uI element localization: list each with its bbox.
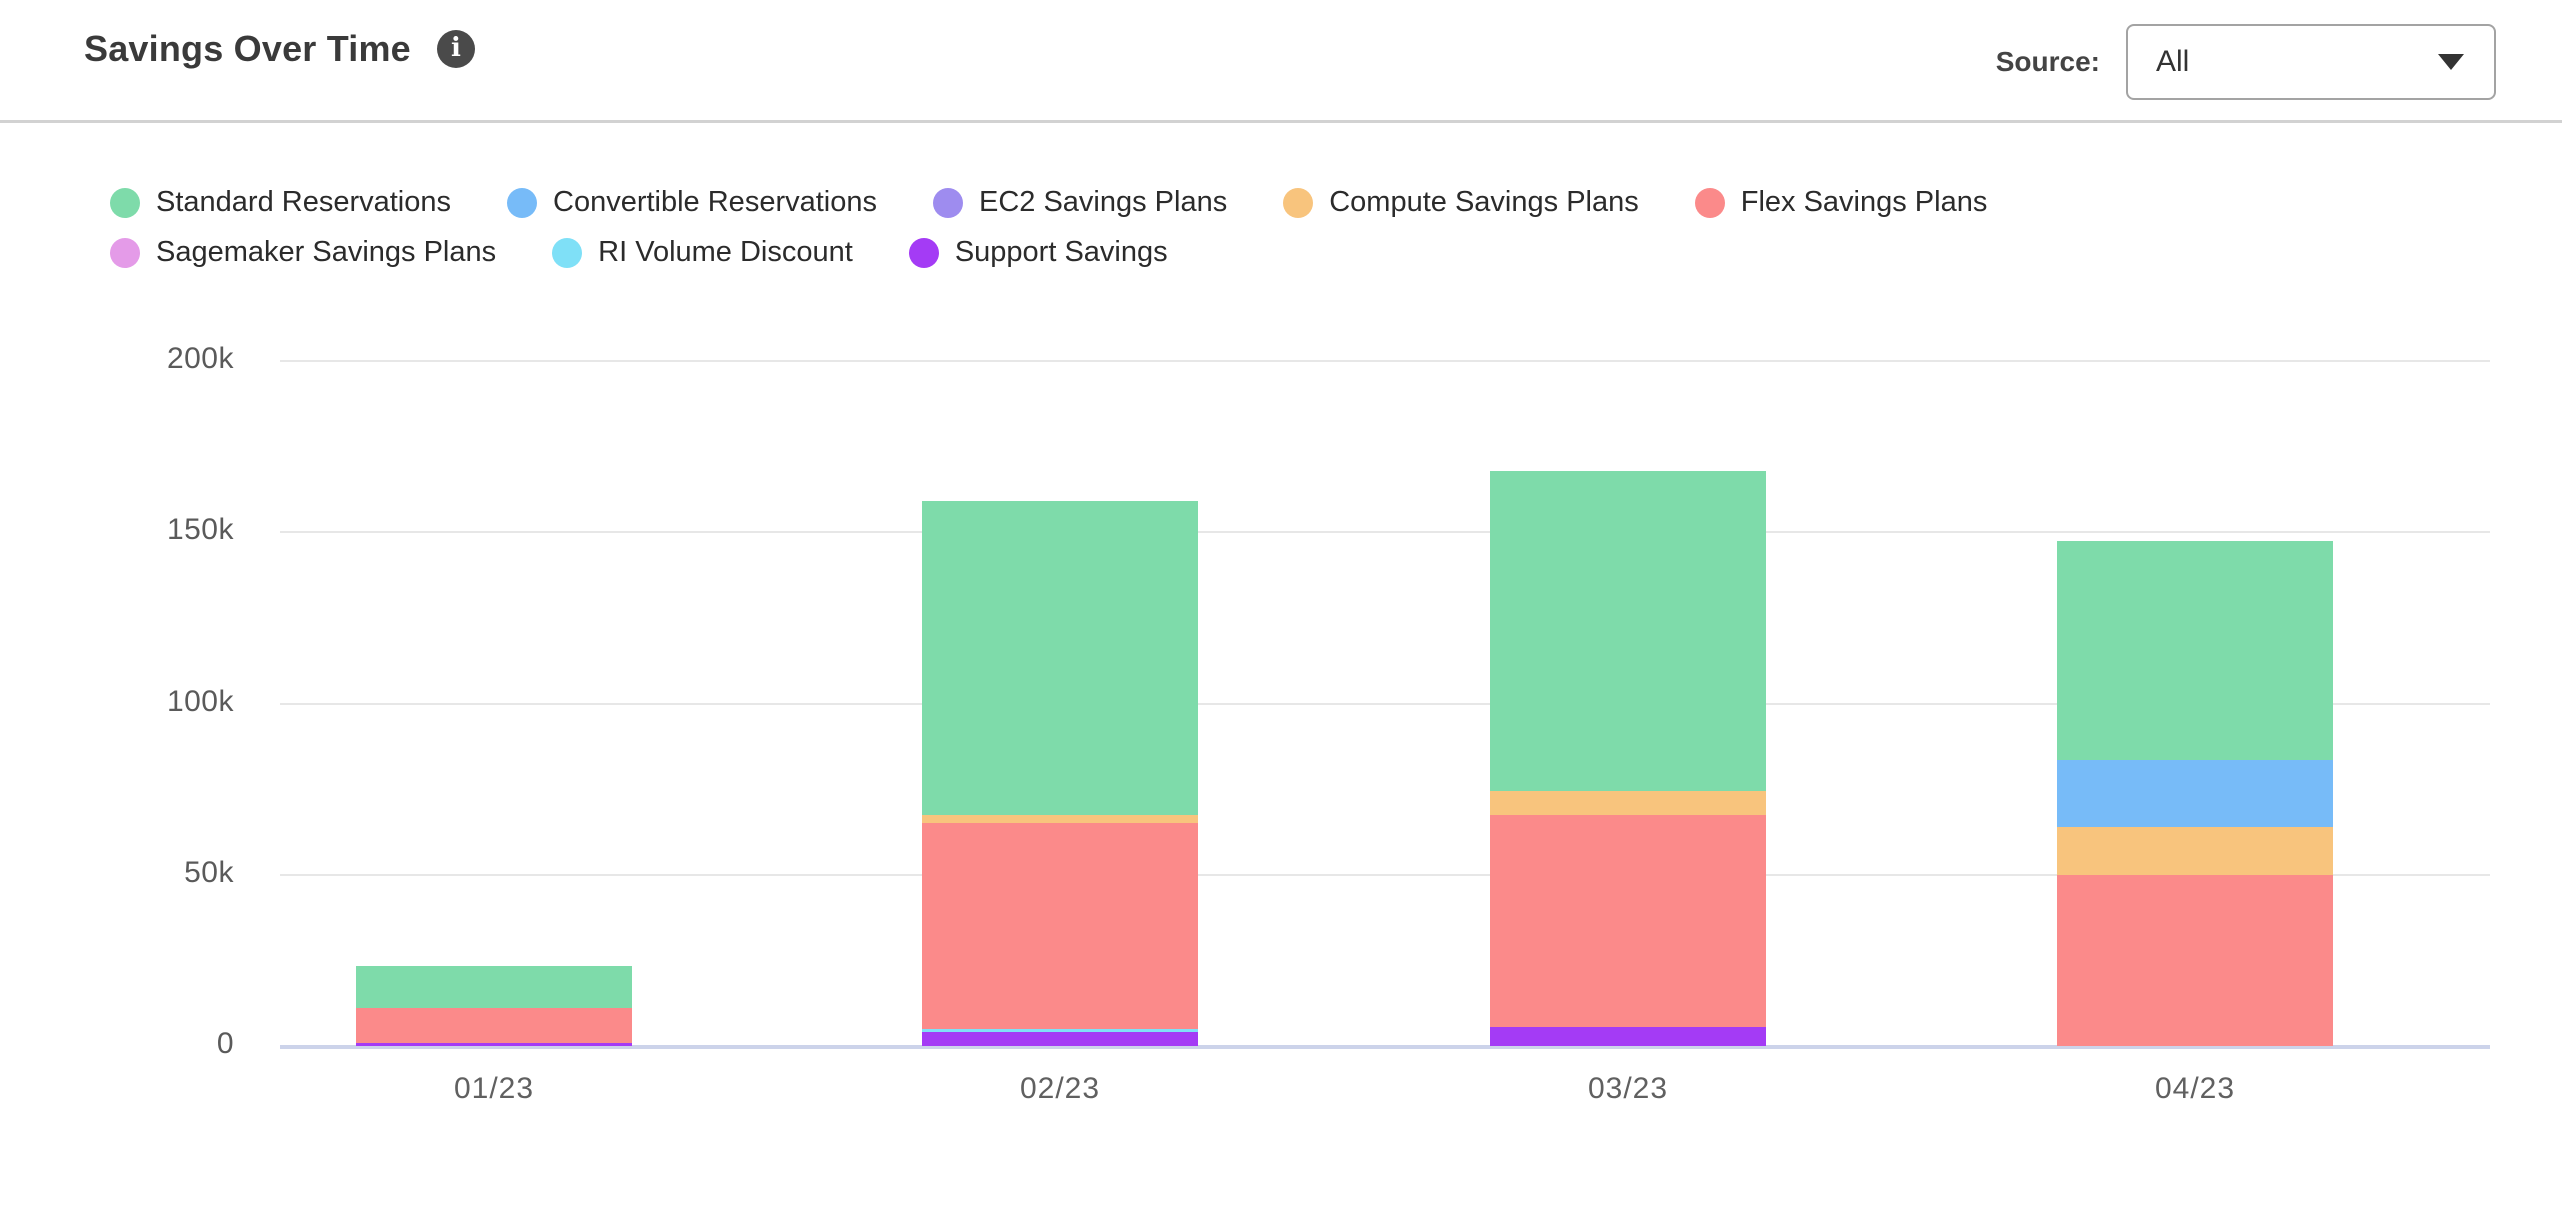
legend-label: Standard Reservations (156, 186, 451, 218)
chevron-down-icon (2438, 54, 2464, 70)
gridline (280, 360, 2490, 362)
gridline (280, 531, 2490, 534)
legend-swatch-icon (1283, 187, 1314, 218)
bar-segment-03-23-standard-reservations[interactable] (1490, 470, 1766, 791)
bar-segment-03-23-compute-savings-plans[interactable] (1490, 790, 1766, 815)
bar-segment-04-23-standard-reservations[interactable] (2057, 540, 2333, 760)
legend-label: Sagemaker Savings Plans (156, 236, 497, 268)
legend-swatch-icon (932, 187, 963, 218)
legend-swatch-icon (552, 237, 583, 268)
source-select-value: All (2156, 45, 2190, 78)
bar-segment-02-23-ri-volume-discount[interactable] (922, 1028, 1198, 1033)
legend-item-support-savings[interactable]: Support Savings (908, 236, 1168, 269)
bar-segment-02-23-compute-savings-plans[interactable] (922, 814, 1198, 824)
bar-segment-04-23-convertible-reservations[interactable] (2057, 760, 2333, 827)
legend-item-flex-savings-plans[interactable]: Flex Savings Plans (1694, 186, 1988, 219)
legend-item-ri-volume-discount[interactable]: RI Volume Discount (552, 236, 853, 269)
y-axis-tick-label: 150k (166, 513, 234, 547)
y-axis-tick-label: 200k (166, 342, 234, 375)
legend-label: Support Savings (954, 236, 1168, 268)
legend-item-compute-savings-plans[interactable]: Compute Savings Plans (1283, 186, 1639, 219)
legend-label: EC2 Savings Plans (978, 186, 1228, 218)
legend-row: Standard Reservations Convertible Reserva… (110, 186, 2410, 219)
y-axis-tick-label: 100k (166, 684, 234, 718)
gridline (280, 873, 2490, 876)
bar-segment-04-23-flex-savings-plans[interactable] (2057, 874, 2333, 1046)
bar-segment-01-23-support-savings[interactable] (356, 1042, 632, 1046)
legend-item-sagemaker-savings-plans[interactable]: Sagemaker Savings Plans (110, 236, 496, 269)
source-label: Source: (1995, 46, 2100, 77)
bar-segment-02-23-flex-savings-plans[interactable] (922, 823, 1198, 1029)
legend-label: RI Volume Discount (598, 236, 853, 268)
legend-item-ec2-savings-plans[interactable]: EC2 Savings Plans (932, 186, 1228, 219)
bar-segment-01-23-standard-reservations[interactable] (356, 965, 632, 1009)
bar-segment-01-23-flex-savings-plans[interactable] (356, 1008, 632, 1043)
legend-label: Compute Savings Plans (1329, 186, 1639, 218)
bar-segment-04-23-compute-savings-plans[interactable] (2057, 826, 2333, 875)
header-divider (0, 120, 2562, 123)
x-axis-tick-label: 02/23 (1019, 1072, 1101, 1105)
legend-swatch-icon (1694, 187, 1725, 218)
panel-header: Savings Over Time i Source: All (0, 0, 2562, 120)
source-select[interactable]: All (2126, 24, 2496, 100)
gridline (280, 702, 2490, 705)
chart-legend: Standard Reservations Convertible Reserva… (110, 186, 2410, 286)
legend-swatch-icon (908, 237, 939, 268)
info-icon[interactable]: i (436, 30, 475, 68)
legend-swatch-icon (507, 187, 537, 218)
bar-segment-02-23-support-savings[interactable] (922, 1032, 1198, 1046)
legend-item-standard-reservations[interactable]: Standard Reservations (110, 186, 451, 219)
legend-label: Flex Savings Plans (1740, 186, 1988, 218)
x-axis-tick-label: 03/23 (1587, 1072, 1669, 1105)
bar-segment-02-23-standard-reservations[interactable] (922, 501, 1198, 815)
page-title: Savings Over Time (84, 28, 411, 69)
legend-item-convertible-reservations[interactable]: Convertible Reservations (507, 186, 877, 219)
bar-segment-03-23-support-savings[interactable] (1490, 1027, 1766, 1046)
legend-swatch-icon (110, 237, 140, 268)
y-axis-tick-label: 0 (216, 1027, 234, 1060)
legend-swatch-icon (110, 187, 140, 218)
y-axis-tick-label: 50k (184, 855, 234, 889)
legend-row: Sagemaker Savings Plans RI Volume Discoun… (110, 236, 2410, 269)
x-axis-tick-label: 04/23 (2154, 1072, 2236, 1105)
legend-label: Convertible Reservations (553, 186, 877, 218)
x-axis-line (280, 1045, 2490, 1049)
x-axis-tick-label: 01/23 (453, 1072, 535, 1105)
bar-segment-03-23-flex-savings-plans[interactable] (1490, 814, 1766, 1028)
